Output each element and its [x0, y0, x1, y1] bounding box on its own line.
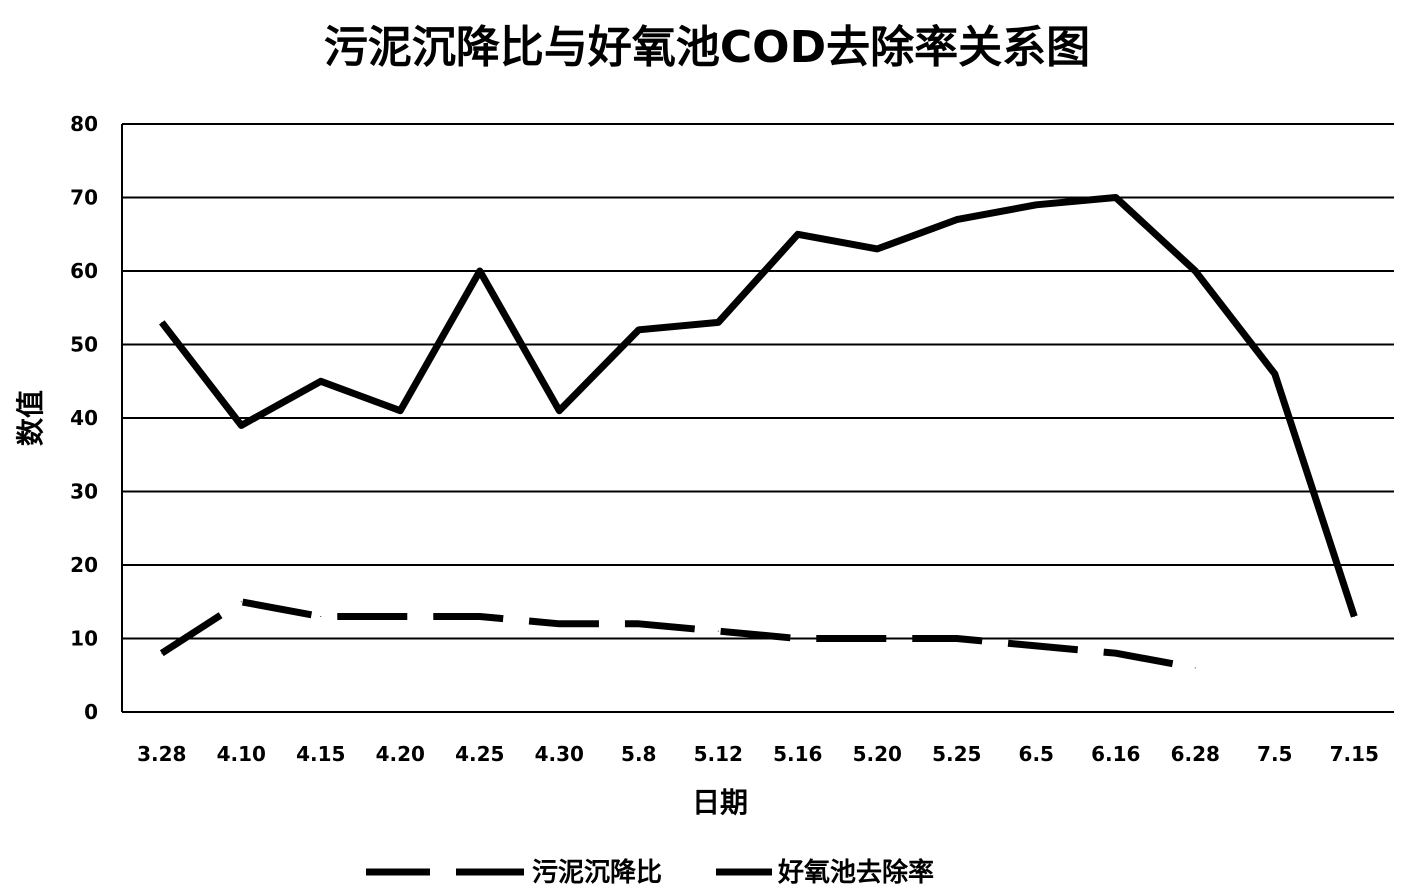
y-tick-label: 50 [70, 333, 98, 357]
x-tick-label: 6.16 [1091, 742, 1140, 766]
series-lines [159, 194, 1358, 672]
x-tick-label: 4.10 [217, 742, 266, 766]
data-point [717, 630, 719, 632]
data-point [479, 615, 481, 617]
x-tick-label: 4.25 [455, 742, 504, 766]
x-tick-label: 5.16 [773, 742, 822, 766]
y-tick-label: 40 [70, 406, 98, 430]
x-tick-label: 5.20 [853, 742, 902, 766]
data-point [956, 638, 958, 639]
data-point [558, 623, 560, 625]
x-tick-label: 4.20 [376, 742, 425, 766]
x-axis-title: 日期 [692, 786, 748, 819]
data-point [797, 638, 799, 639]
data-point [1194, 270, 1196, 272]
data-point [1035, 204, 1037, 206]
data-point [638, 623, 640, 625]
x-tick-label: 6.28 [1171, 742, 1220, 766]
x-tick-label: 7.15 [1330, 742, 1379, 766]
y-tick-label: 80 [70, 112, 98, 136]
data-point [558, 410, 560, 412]
x-tick-label: 3.28 [137, 742, 186, 766]
data-point [1194, 667, 1196, 669]
x-tick-label: 4.30 [535, 742, 584, 766]
legend-label-2: 好氧池去除率 [777, 857, 934, 888]
x-tick-labels: 3.28 4.10 4.15 4.20 4.25 4.30 5.8 5.12 5.16 5.20 5… [137, 742, 1379, 766]
x-tick-label: 5.8 [621, 742, 656, 766]
data-point [956, 219, 958, 221]
data-point [1115, 197, 1117, 198]
data-point [320, 380, 322, 382]
x-tick-label: 5.25 [932, 742, 981, 766]
data-point [717, 321, 719, 323]
axes [121, 124, 1394, 713]
y-axis-title: 数值 [14, 390, 47, 446]
series-line-2 [159, 194, 1358, 618]
y-tick-label: 10 [70, 627, 98, 651]
gridlines [122, 123, 1394, 640]
y-tick-label: 70 [70, 186, 98, 210]
legend-label-1: 污泥沉降比 [532, 858, 662, 888]
series-line-1 [159, 598, 1196, 672]
data-point [240, 601, 242, 603]
data-point [1274, 373, 1276, 375]
x-tick-label: 4.15 [296, 742, 345, 766]
data-point [240, 424, 242, 426]
data-point [320, 615, 322, 617]
y-tick-label: 30 [70, 480, 98, 504]
y-tick-label: 0 [84, 700, 98, 724]
data-point [399, 615, 401, 617]
data-point [1035, 645, 1037, 647]
data-point [161, 321, 163, 323]
y-tick-labels: 0 10 20 30 40 50 60 70 80 [70, 112, 98, 724]
data-point [638, 329, 640, 331]
x-tick-label: 5.12 [694, 742, 743, 766]
data-point [797, 233, 799, 235]
chart-title: 污泥沉降比与好氧池COD去除率关系图 [324, 22, 1090, 73]
data-point [479, 270, 481, 272]
legend: 污泥沉降比 好氧池去除率 [366, 857, 934, 888]
data-point [399, 410, 401, 412]
data-point [1115, 652, 1117, 654]
x-tick-label: 6.5 [1019, 742, 1054, 766]
data-point [1353, 615, 1355, 617]
x-tick-label: 7.5 [1257, 742, 1292, 766]
data-point [161, 652, 163, 654]
y-tick-label: 60 [70, 259, 98, 283]
data-point [876, 248, 878, 250]
data-point [876, 638, 878, 639]
y-tick-label: 20 [70, 553, 98, 577]
